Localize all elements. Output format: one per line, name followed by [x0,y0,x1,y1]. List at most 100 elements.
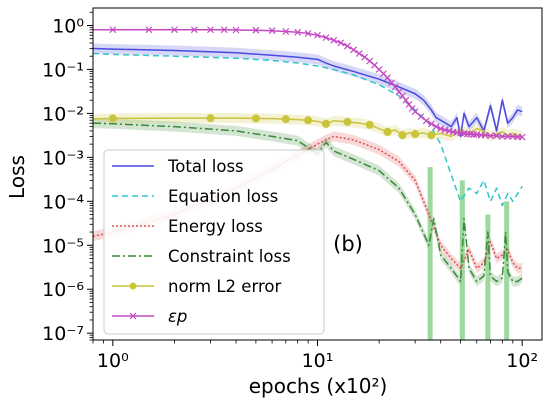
p-point-stroke [384,74,392,82]
p-point-stroke [220,26,228,34]
p-point-stroke [402,96,410,104]
p-point-stroke [427,120,435,128]
p-point [417,113,425,120]
p-point-stroke [343,42,351,50]
norm-l2-error-point [398,131,407,140]
y-tick-label-8: 10⁻⁷ [42,323,84,345]
p-point-stroke [445,127,453,135]
x-axis-ticks: 10⁰ 10¹ 10² [92,340,538,372]
y-axis-label: Loss [5,155,29,199]
legend-label-constraint-loss: Constraint loss [168,247,291,266]
p-point-stroke [388,79,395,87]
total-loss-band [93,43,523,142]
norm-l2-error-point [343,117,352,126]
p-point [402,96,410,104]
y-tick-label-7: 10⁻⁶ [42,279,84,301]
y-tick-label-2: 10⁻¹ [42,59,84,81]
p-point [518,133,526,141]
spike-bar-1 [427,167,433,340]
p-point-stroke [405,101,413,108]
p-point-stroke [457,129,464,137]
p-point-stroke [268,27,276,35]
p-point-stroke [355,50,363,57]
p-point [493,132,501,140]
x-tick-label-3: 10² [506,350,538,372]
p-point-stroke [391,83,399,91]
p-point-stroke [453,128,461,136]
y-tick-label-1: 10⁰ [52,15,84,37]
p-point-stroke [504,132,512,140]
total-loss-line [92,47,523,138]
p-point-stroke [232,26,240,34]
norm-l2-error-point [304,116,313,125]
p-point [343,42,351,50]
p-point [498,132,506,140]
p-point [109,26,117,34]
p-point-stroke [252,26,260,34]
x-tick-label-2: 10¹ [302,350,334,372]
p-point-stroke [408,104,416,112]
p-point-stroke [437,125,445,133]
p-point-stroke [422,117,430,125]
legend-label-energy-loss: Energy loss [168,217,263,236]
y-tick-label-4: 10⁻³ [42,147,84,169]
p-point [399,92,406,100]
p-point [232,26,240,34]
norm-l2-error-point [383,127,392,136]
p-point-stroke [350,46,357,54]
x-axis-label: epochs (x10²) [249,374,388,398]
p-point [207,26,214,34]
legend-label-norm-l2-error: norm L2 error [168,277,281,296]
p-point-stroke [460,130,468,137]
legend-marker-norm-l2-error [129,282,137,290]
p-point-stroke [282,28,290,35]
p-point-stroke [411,108,419,116]
p-point-stroke [304,30,312,37]
p-point-stroke [487,132,494,140]
p-point-stroke [371,61,378,69]
p-point [145,26,153,34]
p-point-stroke [190,26,198,34]
p-point [252,26,260,34]
p-point [337,39,345,47]
norm-l2-error-point [108,114,117,123]
p-point [322,34,330,42]
norm-l2-error-point [251,114,260,123]
p-point-stroke [330,36,338,44]
p-point [504,132,512,140]
p-point [268,27,276,35]
p-point [432,123,440,131]
p-point-stroke [395,88,403,96]
legend-label-p: εp [168,307,187,326]
p-point [391,83,399,91]
norm-l2-error-point [321,119,330,128]
p-point [437,125,445,133]
p-point [355,50,363,57]
p-point-stroke [207,26,214,34]
legend-label-equation-loss: Equation loss [168,187,278,206]
p-point-stroke [314,31,321,39]
p-point [220,26,228,34]
p-point-stroke [470,131,478,138]
p-point [422,117,430,125]
p-point-stroke [337,39,345,47]
p-point-stroke [322,34,330,42]
x-tick-label-1: 10⁰ [97,350,129,372]
p-point-stroke [145,26,153,34]
p-point [470,131,478,138]
y-tick-label-5: 10⁻⁴ [42,191,84,213]
p-point-stroke [109,26,117,34]
p-point-stroke [361,53,369,61]
p-point-stroke [498,132,506,140]
legend-label-total-loss: Total loss [167,157,244,176]
p-point-stroke [380,70,387,78]
p-point [411,108,419,116]
norm-l2-error-point [365,120,374,129]
p-point [445,127,453,135]
p-point-stroke [294,28,302,36]
p-point [350,46,357,54]
p-point-stroke [417,113,425,120]
p-point [427,120,435,128]
p-point [361,53,369,61]
